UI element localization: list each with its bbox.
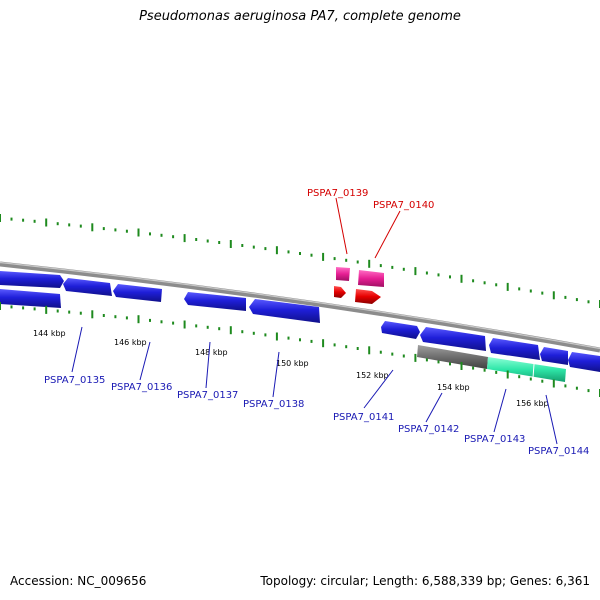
gene-arrow[interactable] [568, 352, 600, 372]
upper-tick-ruler [0, 214, 600, 308]
callout-line [71, 326, 83, 373]
lower-tick-ruler [0, 302, 600, 397]
callout-line [425, 392, 443, 423]
gene-arrow[interactable] [420, 327, 486, 351]
genome-backbone [0, 261, 600, 353]
scale-label: 144 kbp [33, 329, 66, 338]
scale-label: 148 kbp [195, 348, 228, 357]
gene-label[interactable]: PSPA7_0144 [528, 446, 589, 457]
scale-label: 154 kbp [437, 383, 470, 392]
gene-arrow[interactable] [113, 284, 162, 302]
gene-label[interactable]: PSPA7_0136 [111, 382, 172, 393]
callout-line [363, 369, 394, 409]
gene-label[interactable]: PSPA7_0139 [307, 188, 368, 199]
gene-label[interactable]: PSPA7_0138 [243, 399, 304, 410]
callout-line [374, 210, 401, 259]
gene-arrow[interactable] [489, 338, 540, 360]
gene-arrow[interactable] [0, 271, 64, 288]
callout-line [272, 351, 280, 398]
gene-arrow[interactable] [63, 278, 112, 296]
callout-line [205, 341, 211, 389]
gene-arrow[interactable] [381, 321, 420, 339]
scale-label: 152 kbp [356, 371, 389, 380]
gene-labels: PSPA7_0135 PSPA7_0136 PSPA7_0137 PSPA7_0… [44, 188, 589, 457]
reverse-strand-genes [0, 286, 566, 382]
gene-callout-lines [71, 197, 558, 445]
scale-labels: 144 kbp 146 kbp 148 kbp 150 kbp 152 kbp … [33, 329, 549, 408]
feature-divider [532, 363, 535, 379]
gene-arrow[interactable] [249, 299, 320, 323]
feature-block-grey[interactable] [417, 345, 488, 369]
topology-text: Topology: circular; Length: 6,588,339 bp… [260, 574, 590, 588]
gene-label[interactable]: PSPA7_0135 [44, 375, 105, 386]
gene-label[interactable]: PSPA7_0137 [177, 390, 238, 401]
feature-block-teal[interactable] [487, 357, 566, 382]
scale-label: 146 kbp [114, 338, 147, 347]
gene-arrow[interactable] [334, 286, 346, 298]
gene-label[interactable]: PSPA7_0143 [464, 434, 525, 445]
gene-arrow[interactable] [184, 292, 246, 311]
gene-label[interactable]: PSPA7_0140 [373, 200, 434, 211]
callout-line [545, 394, 558, 445]
gene-arrow[interactable] [0, 289, 61, 308]
gene-arrow-pspa7-0139[interactable] [336, 267, 350, 281]
genome-backbone-highlight [0, 261, 600, 350]
callout-line [493, 388, 507, 433]
gene-arrow-pspa7-0140[interactable] [358, 270, 384, 287]
gene-label[interactable]: PSPA7_0142 [398, 424, 459, 435]
scale-label: 150 kbp [276, 359, 309, 368]
gene-arrow[interactable] [540, 347, 568, 365]
gene-label[interactable]: PSPA7_0141 [333, 412, 394, 423]
callout-line [139, 341, 151, 381]
scale-label: 156 kbp [516, 399, 549, 408]
gene-arrow[interactable] [355, 289, 381, 304]
forward-strand-genes [0, 267, 600, 372]
genome-title: Pseudomonas aeruginosa PA7, complete gen… [139, 9, 461, 24]
callout-line [335, 197, 348, 255]
accession-text: Accession: NC_009656 [10, 574, 147, 588]
